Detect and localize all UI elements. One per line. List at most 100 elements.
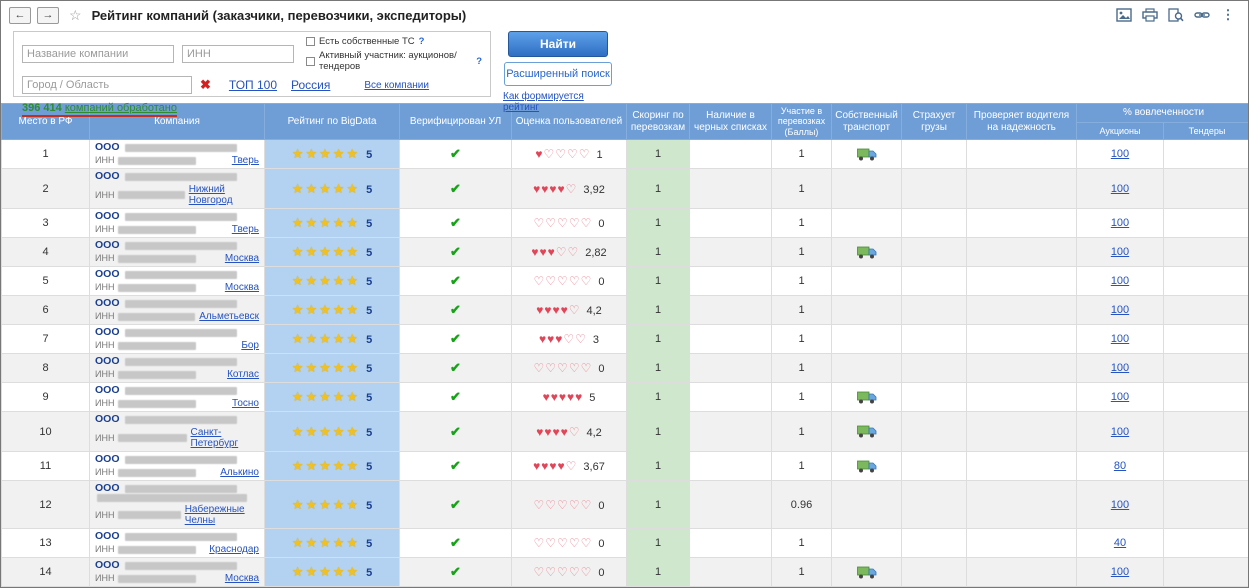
inn-input[interactable] bbox=[182, 45, 294, 63]
verified-cell: ✔ bbox=[399, 295, 512, 326]
auctions-link[interactable]: 100 bbox=[1110, 246, 1130, 259]
auctions-link[interactable]: 100 bbox=[1110, 362, 1130, 375]
heart-rating-value: 0 bbox=[598, 567, 605, 580]
city-link[interactable]: Москва bbox=[224, 253, 259, 265]
city-link[interactable]: Краснодар bbox=[209, 544, 259, 556]
tenders-cell bbox=[1163, 139, 1248, 170]
auctions-link[interactable]: 100 bbox=[1110, 182, 1130, 195]
user-rating-cell: ♡♡♡♡♡ 0 bbox=[511, 208, 627, 239]
all-companies-link[interactable]: Все компании bbox=[364, 79, 429, 91]
place-cell: 6 bbox=[1, 295, 90, 326]
auctions-link[interactable]: 100 bbox=[1110, 148, 1130, 161]
heart-rating-icons: ♡♡♡♡♡ bbox=[533, 565, 593, 580]
tenders-cell bbox=[1163, 353, 1248, 384]
star-rating-icons: ★★★★★ bbox=[291, 331, 361, 347]
auctions-link[interactable]: 100 bbox=[1110, 217, 1130, 230]
city-input[interactable] bbox=[22, 76, 192, 94]
auctions-link[interactable]: 80 bbox=[1113, 460, 1127, 473]
table-row: 14 ООО ИНН Москва ★★★★★ 5 ✔ ♡♡♡♡♡ 0 1 1 100 bbox=[1, 557, 1248, 587]
city-link[interactable]: Алькино bbox=[220, 467, 259, 479]
own-transport-cell bbox=[831, 480, 902, 530]
back-button[interactable]: ← bbox=[9, 6, 31, 24]
redacted-inn bbox=[118, 283, 197, 292]
verified-cell: ✔ bbox=[399, 237, 512, 268]
bigdata-rating-cell: ★★★★★ 5 bbox=[264, 139, 400, 170]
more-menu-icon[interactable]: ⋮ bbox=[1221, 7, 1235, 22]
city-link[interactable]: Тосно bbox=[232, 398, 259, 410]
bigdata-rating-cell: ★★★★★ 5 bbox=[264, 411, 400, 453]
active-participant-checkbox[interactable] bbox=[306, 56, 315, 66]
clear-city-icon[interactable]: ✖ bbox=[200, 77, 211, 92]
own-transport-cell bbox=[831, 139, 902, 170]
city-link[interactable]: Нижний Новгород bbox=[188, 184, 233, 207]
checkmark-icon: ✔ bbox=[450, 564, 461, 580]
city-link[interactable]: Набережные Челны bbox=[184, 504, 245, 527]
blacklist-cell bbox=[689, 324, 772, 355]
city-link[interactable]: Тверь bbox=[231, 155, 259, 167]
city-link[interactable]: Москва bbox=[224, 282, 259, 294]
auctions-link[interactable]: 100 bbox=[1110, 566, 1130, 579]
city-link[interactable]: Котлас bbox=[227, 369, 259, 381]
search-document-icon[interactable] bbox=[1168, 7, 1184, 23]
russia-link[interactable]: Россия bbox=[291, 78, 331, 92]
checkbox-group: Есть собственные ТС ? Активный участник:… bbox=[306, 36, 482, 72]
blacklist-cell bbox=[689, 266, 772, 297]
heart-rating-value: 2,82 bbox=[585, 247, 607, 260]
auctions-link[interactable]: 100 bbox=[1110, 498, 1130, 511]
star-rating-value: 5 bbox=[366, 305, 373, 318]
header-insurance: Страхует грузы bbox=[901, 102, 967, 141]
forward-button[interactable]: → bbox=[37, 6, 59, 24]
tenders-cell bbox=[1163, 168, 1248, 210]
table-row: 7 ООО ИНН Бор ★★★★★ 5 ✔ ♥♥♥♡♡ 3 1 1 100 bbox=[1, 324, 1248, 355]
checkmark-icon: ✔ bbox=[450, 360, 461, 376]
city-link[interactable]: Альметьевск bbox=[199, 311, 259, 323]
org-type-label: ООО bbox=[95, 297, 120, 310]
checkmark-icon: ✔ bbox=[450, 458, 461, 474]
advanced-search-button[interactable]: Расширенный поиск bbox=[504, 62, 612, 86]
own-transport-cell bbox=[831, 208, 902, 239]
help-icon[interactable]: ? bbox=[418, 36, 425, 47]
link-icon[interactable] bbox=[1194, 7, 1210, 23]
company-cell: ООО ИНН Котлас bbox=[89, 353, 265, 384]
participation-cell: 1 bbox=[771, 451, 832, 482]
top100-link[interactable]: ТОП 100 bbox=[228, 78, 278, 92]
heart-rating-icons: ♡♡♡♡♡ bbox=[533, 274, 593, 289]
redacted-inn bbox=[118, 225, 197, 234]
checkmark-icon: ✔ bbox=[450, 146, 461, 162]
city-link[interactable]: Москва bbox=[224, 573, 259, 585]
image-icon[interactable] bbox=[1116, 7, 1132, 23]
auctions-link[interactable]: 100 bbox=[1110, 333, 1130, 346]
own-vehicles-label: Есть собственные ТС bbox=[319, 36, 415, 47]
inn-label: ИНН bbox=[95, 155, 115, 166]
favorite-star-icon[interactable]: ☆ bbox=[69, 6, 82, 23]
scoring-cell: 1 bbox=[626, 451, 690, 482]
help-icon[interactable]: ? bbox=[476, 55, 482, 67]
inn-label: ИНН bbox=[95, 509, 115, 520]
auctions-link[interactable]: 100 bbox=[1110, 304, 1130, 317]
blacklist-cell bbox=[689, 295, 772, 326]
scoring-cell: 1 bbox=[626, 528, 690, 559]
tenders-cell bbox=[1163, 237, 1248, 268]
auctions-link[interactable]: 40 bbox=[1113, 537, 1127, 550]
auctions-cell: 100 bbox=[1076, 168, 1164, 210]
company-name-input[interactable] bbox=[22, 45, 174, 63]
header-driver-check: Проверяет водителя на надежность bbox=[966, 102, 1077, 141]
auctions-cell: 100 bbox=[1076, 324, 1164, 355]
print-icon[interactable] bbox=[1142, 7, 1158, 23]
blacklist-cell bbox=[689, 451, 772, 482]
how-rating-link[interactable]: Как формируется рейтинг bbox=[503, 91, 584, 113]
city-link[interactable]: Бор bbox=[241, 340, 259, 352]
find-button[interactable]: Найти bbox=[508, 31, 608, 57]
heart-rating-icons: ♥♥♥♥♡ bbox=[533, 459, 578, 474]
own-vehicles-checkbox[interactable] bbox=[306, 37, 315, 46]
auctions-link[interactable]: 100 bbox=[1110, 275, 1130, 288]
participation-cell: 1 bbox=[771, 139, 832, 170]
redacted-company-name bbox=[124, 386, 237, 395]
city-link[interactable]: Санкт-Петербург bbox=[190, 427, 239, 450]
auctions-link[interactable]: 100 bbox=[1110, 425, 1130, 438]
heart-rating-icons: ♥♥♥♥♡ bbox=[533, 181, 578, 196]
city-link[interactable]: Тверь bbox=[231, 224, 259, 236]
org-type-label: ООО bbox=[95, 141, 120, 154]
checkmark-icon: ✔ bbox=[450, 302, 461, 318]
auctions-link[interactable]: 100 bbox=[1110, 391, 1130, 404]
